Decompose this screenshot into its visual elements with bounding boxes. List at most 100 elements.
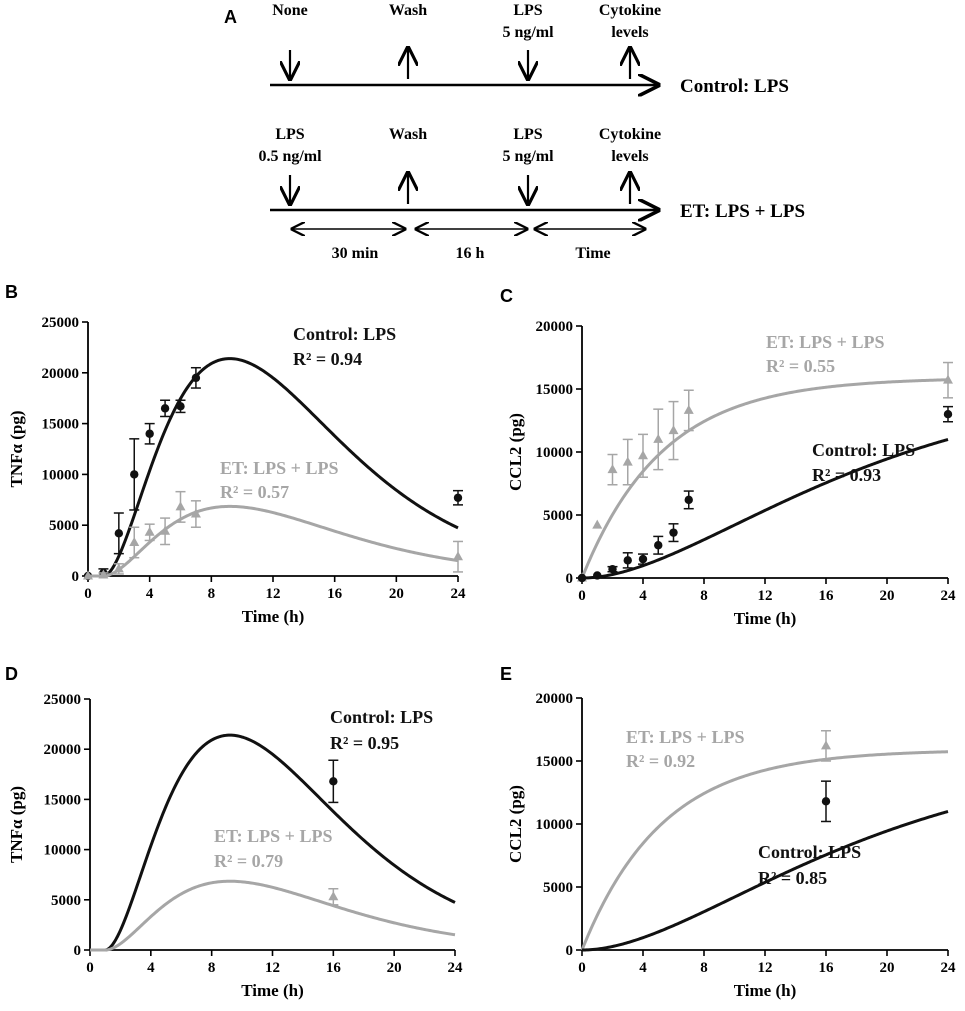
data-point (176, 402, 185, 411)
data-point (638, 554, 648, 564)
x-tick-label: 12 (265, 960, 280, 976)
event-label: Cytokine (599, 2, 661, 19)
x-tick-label: 24 (941, 588, 957, 604)
r-squared-label: R² = 0.85 (758, 868, 827, 888)
fit-curve (88, 504, 459, 578)
x-tick-label: 24 (448, 960, 464, 976)
event-label: LPS (275, 126, 304, 143)
y-tick-label: 20000 (536, 319, 574, 335)
x-tick-label: 8 (700, 588, 708, 604)
data-point (98, 569, 109, 579)
schematic-panel: A (224, 7, 237, 27)
interval-label: Time (575, 245, 610, 262)
fit-curve (88, 357, 459, 578)
y-tick-label: 10000 (536, 817, 574, 833)
series-label: ET: LPS + LPS (220, 458, 338, 478)
panel-label-a: A (224, 7, 237, 27)
r-squared-label: R² = 0.94 (293, 349, 362, 369)
event-label: Cytokine (599, 126, 661, 143)
series-label: ET: LPS + LPS (766, 332, 884, 352)
data-point (592, 519, 603, 529)
x-tick-label: 0 (86, 960, 94, 976)
data-point (669, 528, 678, 537)
chart-panel-d: D 0 4 8 12 16 20 24 0 5000 10000 15000 20000 25000 Tim… (5, 664, 463, 1000)
data-point (943, 410, 953, 419)
event-label: Wash (389, 126, 427, 143)
y-tick-label: 0 (72, 569, 80, 585)
x-tick-label: 0 (84, 586, 92, 602)
x-tick-label: 24 (941, 960, 957, 976)
data-point (129, 536, 140, 546)
panel-label: D (5, 664, 18, 684)
data-point (653, 433, 664, 443)
data-point (638, 450, 648, 460)
y-tick-label: 5000 (543, 880, 573, 896)
x-tick-label: 12 (758, 588, 773, 604)
data-point (821, 740, 831, 750)
x-tick-label: 8 (700, 960, 708, 976)
y-tick-label: 0 (566, 571, 574, 587)
series-control: Control: LPS R² = 0.95 (90, 707, 456, 952)
y-tick-label: 15000 (42, 417, 80, 433)
r-squared-label: R² = 0.95 (330, 733, 399, 753)
y-tick-label: 5000 (49, 518, 79, 534)
event-sublabel: levels (611, 148, 648, 165)
data-point (608, 564, 617, 574)
y-axis-label: CCL2 (pg) (506, 413, 525, 491)
event-label: LPS (513, 126, 542, 143)
data-point (821, 797, 831, 806)
series-et: ET: LPS + LPS R² = 0.55 (577, 332, 953, 582)
data-point (668, 425, 679, 435)
x-tick-label: 16 (819, 588, 835, 604)
x-tick-label: 12 (758, 960, 773, 976)
series-et: ET: LPS + LPS R² = 0.79 (90, 826, 456, 952)
event-sublabel: 5 ng/ml (502, 148, 554, 165)
data-point (453, 551, 463, 561)
y-tick-label: 10000 (42, 467, 80, 483)
data-point (593, 571, 602, 580)
data-point (328, 891, 339, 901)
x-tick-label: 16 (326, 960, 342, 976)
timeline-label-et: ET: LPS + LPS (680, 201, 805, 222)
data-point (654, 541, 663, 550)
panel-label: B (5, 282, 18, 302)
event-label: None (272, 2, 308, 19)
series-label: ET: LPS + LPS (626, 727, 744, 747)
y-tick-label: 15000 (536, 382, 574, 398)
interval-label: 30 min (332, 245, 379, 262)
x-tick-label: 16 (327, 586, 343, 602)
x-tick-label: 4 (639, 960, 647, 976)
fit-curve (580, 378, 949, 579)
y-axis-label: TNFα (pg) (7, 786, 26, 863)
data-point (160, 404, 170, 413)
fit-curve (90, 733, 456, 952)
x-axis-label: Time (h) (734, 609, 797, 628)
y-tick-label: 20000 (536, 691, 574, 707)
fit-curve (581, 810, 949, 952)
chart-panel-b: B 0 4 8 12 16 20 24 0 5000 10000 15000 20000 25000 Tim… (5, 282, 466, 626)
event-label: Wash (389, 2, 427, 19)
data-point (329, 777, 338, 786)
r-squared-label: R² = 0.55 (766, 356, 835, 376)
y-tick-label: 10000 (44, 843, 82, 859)
r-squared-label: R² = 0.79 (214, 851, 283, 871)
data-point (160, 525, 171, 535)
series-et: ET: LPS + LPS R² = 0.57 (83, 458, 463, 580)
x-axis-label: Time (h) (242, 607, 305, 626)
data-point (145, 429, 154, 438)
data-point (684, 495, 693, 505)
series-control: Control: LPS R² = 0.94 (83, 324, 463, 581)
data-point (607, 464, 618, 474)
x-tick-label: 24 (451, 586, 467, 602)
data-point (144, 526, 155, 536)
x-tick-label: 0 (578, 960, 586, 976)
data-point (175, 501, 186, 511)
data-point (623, 556, 632, 565)
event-sublabel: 5 ng/ml (502, 24, 554, 41)
y-tick-label: 20000 (44, 742, 82, 758)
x-tick-label: 4 (147, 960, 155, 976)
fit-curve (581, 438, 949, 580)
y-tick-label: 5000 (543, 508, 573, 524)
x-tick-label: 16 (819, 960, 835, 976)
